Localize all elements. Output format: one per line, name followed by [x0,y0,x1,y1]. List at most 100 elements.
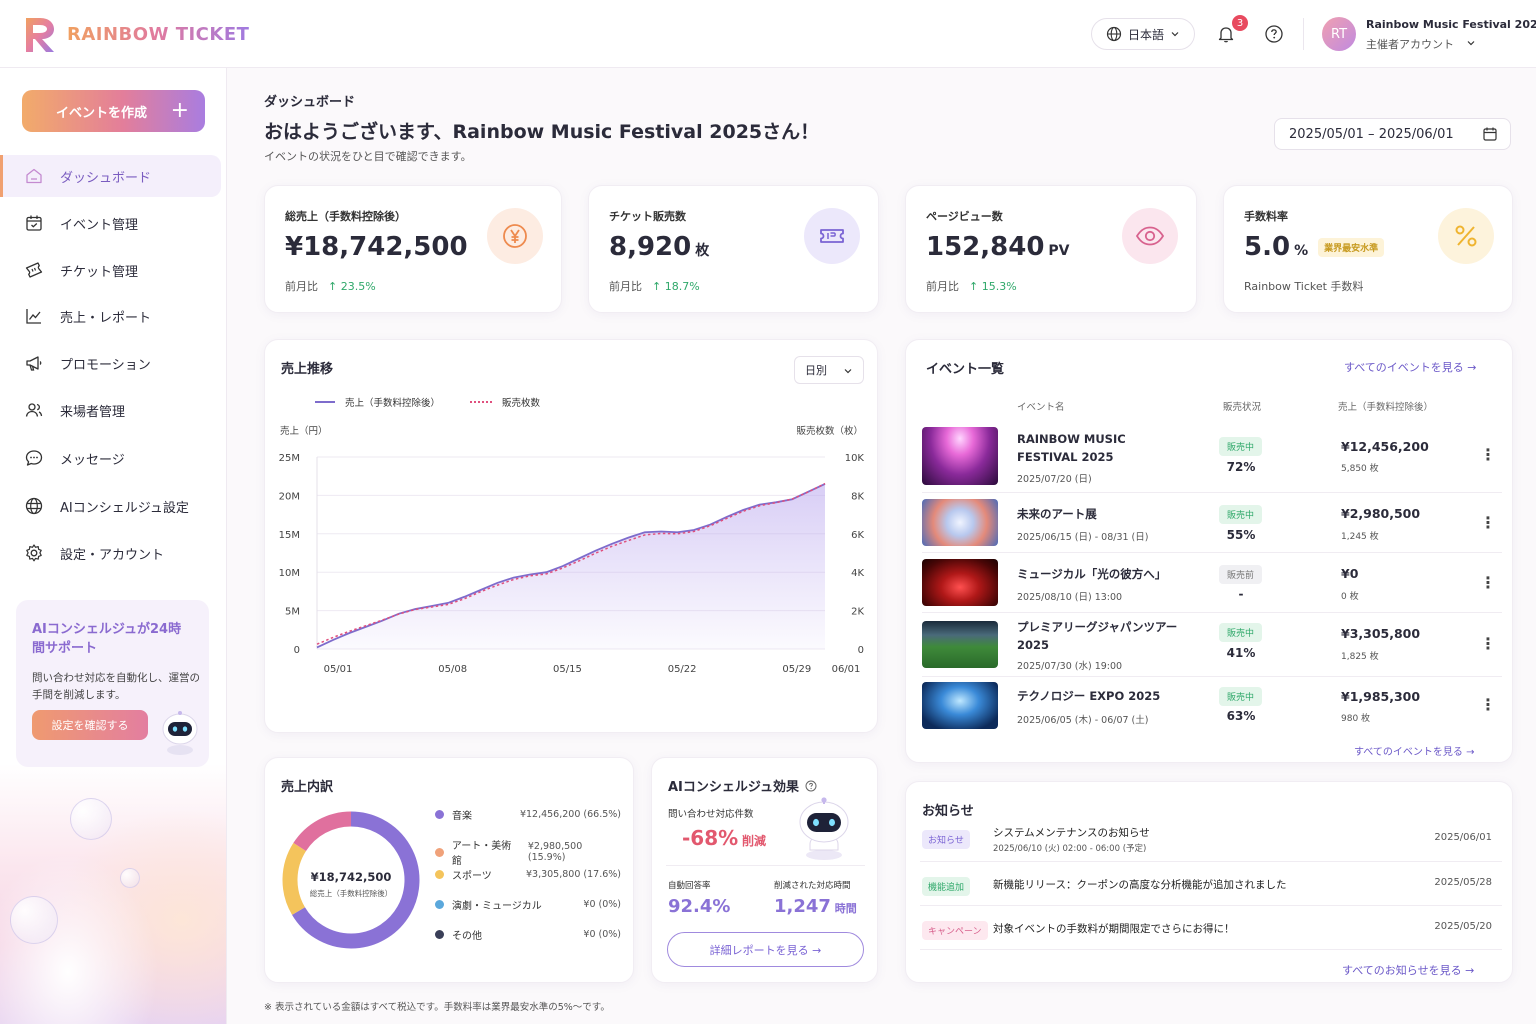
auto-answer-label: 自動回答率 [668,881,711,891]
sidebar-item-ai-concierge[interactable]: AIコンシェルジュ設定 [0,485,221,527]
brand-name[interactable]: RAINBOW TICKET [67,24,250,45]
see-all-events-link[interactable]: すべてのイベントを見る → [1344,361,1477,374]
info-icon[interactable] [805,780,817,792]
kpi-delta-value: ↑ 15.3% [969,280,1017,293]
account-role[interactable]: 主催者アカウント [1366,36,1476,52]
sidebar-item-sales-reports[interactable]: 売上・レポート [0,295,221,337]
tickets-count: 980 枚 [1341,714,1371,724]
table-row[interactable]: プレミアリーグジャパンツアー2025 2025/07/30 (水) 19:00 … [922,613,1502,677]
sidebar-item-promotion[interactable]: プロモーション [0,342,221,384]
news-tag: お知らせ [922,830,970,849]
table-row[interactable]: RAINBOW MUSIC FESTIVAL 2025 2025/07/20 (… [922,423,1502,493]
see-all-news-link[interactable]: すべてのお知らせを見る → [1342,964,1475,977]
footnote: ※ 表示されている金額はすべて税込です。手数料率は業界最安水準の5%〜です。 [264,1002,610,1013]
table-row[interactable]: テクノロジー EXPO 2025 2025/06/05 (木) - 06/07 … [922,677,1502,737]
reduction-number: -68% [682,826,739,850]
kpi-label: 総売上（手数料控除後） [285,210,406,223]
header-divider [1303,18,1304,50]
more-options-icon[interactable]: ⋮ [1480,445,1496,464]
sidebar-item-settings[interactable]: 設定・アカウント [0,532,221,574]
legend-label: 音楽 [452,811,472,822]
event-date: 2025/07/20 (日) [1017,474,1092,485]
y2-tick-label: 10K [845,453,865,464]
legend-item: 演劇・ミュージカル ¥0 (0%) [435,897,621,912]
legend-tickets-swatch [470,401,493,403]
news-title: お知らせ [922,804,974,819]
y2-tick-label: 6K [851,530,864,541]
time-saved-number: 1,247 [774,896,831,917]
sidebar-item-events[interactable]: イベント管理 [0,202,221,244]
bubble-decoration [70,798,112,840]
event-list-title: イベント一覧 [926,362,1005,377]
notification-bell-icon[interactable] [1214,22,1238,46]
kpi-value-number: 152,840 [926,232,1045,262]
right-axis-title: 販売枚数（枚） [796,426,863,437]
kpi-card-tickets-sold: チケット販売数 8,920 枚 前月比 ↑ 18.7% [588,185,879,313]
account-name[interactable]: Rainbow Music Festival 2025 [1366,18,1536,31]
kpi-delta-label: 前月比 [285,280,318,293]
sales-rate: 55% [1226,528,1256,542]
y-tick-label: 25M [279,453,300,464]
breakdown-donut-chart [282,811,420,949]
page-subtitle: イベントの状況をひと目で確認できます。 [264,150,472,163]
detail-report-button[interactable]: 詳細レポートを見る → [667,932,864,967]
yen-coin-icon [487,208,543,264]
kpi-card-page-views: ページビュー数 152,840 PV 前月比 ↑ 15.3% [905,185,1197,313]
news-item-title: システムメンテナンスのお知らせ [993,827,1150,839]
sidebar-item-label: 売上・レポート [60,310,152,326]
kpi-unit: % [1294,243,1309,259]
donut-center-value: ¥18,742,500 [310,870,392,884]
auto-answer-value: 92.4% [668,896,731,917]
legend-label: アート・美術館 [451,841,512,867]
sales-area [317,483,825,649]
donut-slice [293,811,352,852]
y-tick-label: 5M [285,607,300,618]
news-item[interactable]: キャンペーン 対象イベントの手数料が期間限定でさらにお得に！ 2025/05/2… [920,906,1502,950]
kpi-label: ページビュー数 [926,210,1003,223]
news-item-date: 2025/05/28 [1434,877,1492,888]
more-options-icon[interactable]: ⋮ [1480,634,1496,653]
create-event-button[interactable]: イベントを作成 + [22,90,205,132]
more-options-icon[interactable]: ⋮ [1480,573,1496,592]
sidebar-item-label: AIコンシェルジュ設定 [60,500,189,516]
sidebar-item-label: 来場者管理 [60,404,126,420]
more-options-icon[interactable]: ⋮ [1480,695,1496,714]
see-all-events-link-bottom[interactable]: すべてのイベントを見る → [1354,747,1475,758]
sales-amount: ¥3,305,800 [1341,626,1421,641]
date-range-picker[interactable]: 2025/05/01 – 2025/06/01 [1274,118,1511,150]
page-title: おはようございます、Rainbow Music Festival 2025さん！ [264,121,820,143]
avatar[interactable]: RT [1322,17,1356,51]
news-item[interactable]: お知らせ システムメンテナンスのお知らせ 2025/06/10 (火) 02:0… [920,818,1502,862]
notification-badge: 3 [1232,15,1248,31]
news-item[interactable]: 機能追加 新機能リリース：クーポンの高度な分析機能が追加されました 2025/0… [920,862,1502,906]
kpi-delta: 前月比 ↑ 23.5% [285,278,376,294]
news-item-title: 新機能リリース：クーポンの高度な分析機能が追加されました [993,879,1287,891]
legend-label: スポーツ [452,871,492,882]
sales-rate: 72% [1226,460,1256,474]
sidebar-item-label: 設定・アカウント [60,547,165,563]
help-icon[interactable] [1262,22,1286,46]
table-row[interactable]: 未来のアート展 2025/06/15 (日) - 08/31 (日) 販売中 5… [922,493,1502,553]
legend-dot [435,847,444,857]
period-select[interactable]: 日別 [794,356,864,384]
sidebar-item-label: ダッシュボード [60,170,152,186]
news-item-date: 2025/06/01 [1434,832,1492,843]
check-settings-button[interactable]: 設定を確認する [32,710,148,740]
kpi-delta-number: 15.3% [981,280,1017,293]
news-item-date: 2025/05/20 [1434,921,1492,932]
more-options-icon[interactable]: ⋮ [1480,513,1496,532]
legend-value: ¥2,980,500 (15.9%) [527,841,583,863]
sidebar-item-tickets[interactable]: チケット管理 [0,249,221,291]
sidebar-item-messages[interactable]: メッセージ [0,437,221,479]
gear-icon [24,543,44,563]
sidebar-item-visitors[interactable]: 来場者管理 [0,389,221,431]
event-name: ミュージカル「光の彼方へ」 [1017,567,1167,581]
table-row[interactable]: ミュージカル「光の彼方へ」 2025/08/10 (日) 13:00 販売前 -… [922,553,1502,613]
language-selector[interactable]: 日本語 [1091,18,1195,50]
status-badge: 販売前 [1219,565,1263,584]
column-header-status: 販売状況 [1223,402,1262,413]
x-tick-label: 05/01 [324,664,353,675]
news-card: お知らせ お知らせ システムメンテナンスのお知らせ 2025/06/10 (火)… [905,781,1513,983]
sidebar-item-dashboard[interactable]: ダッシュボード [0,155,221,197]
event-name: テクノロジー EXPO 2025 [1017,689,1161,703]
